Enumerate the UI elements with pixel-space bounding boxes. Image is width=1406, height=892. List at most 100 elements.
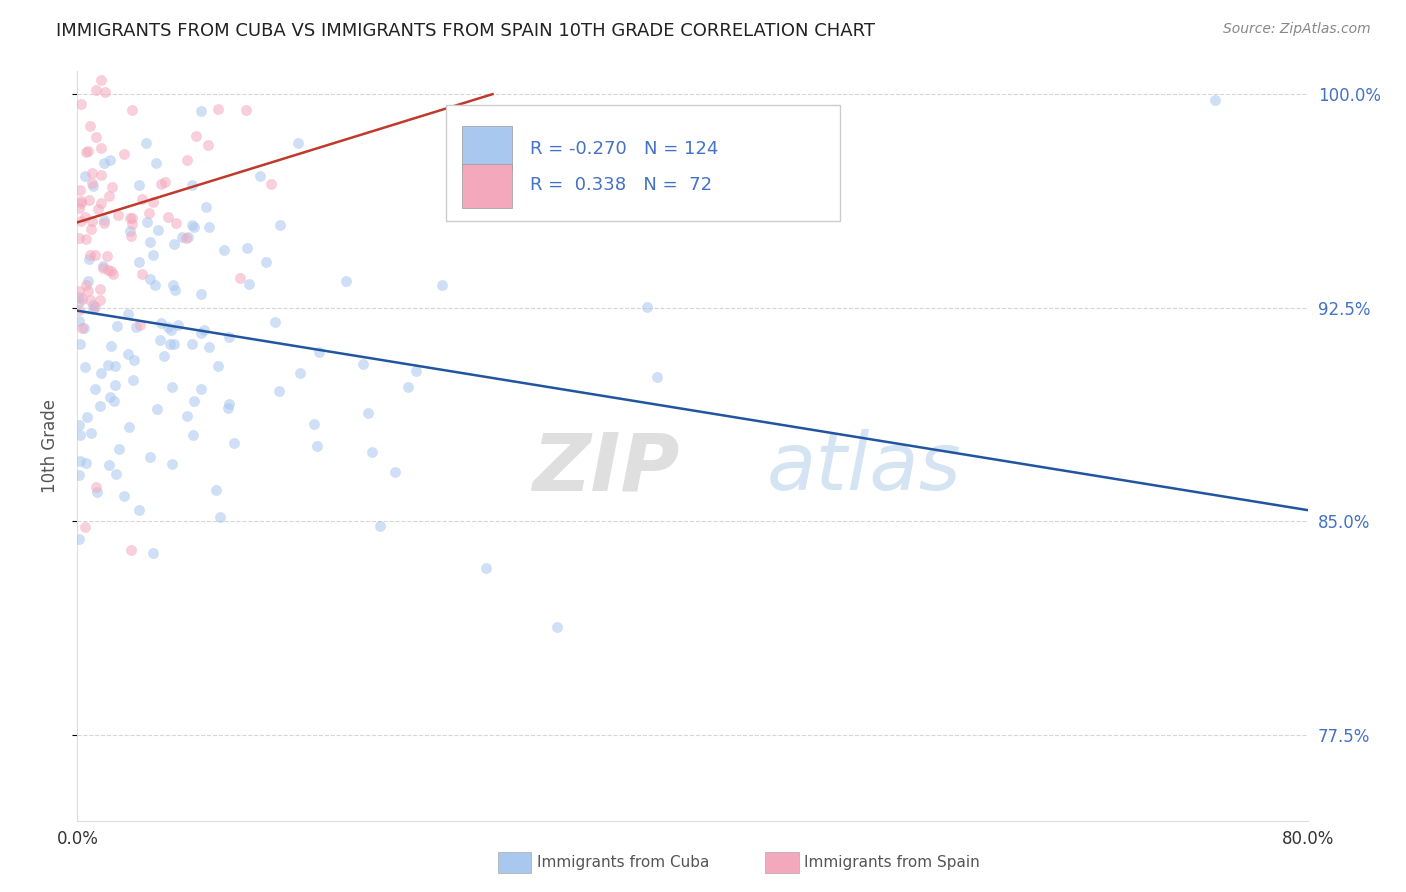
Point	[93, 85, 115, 99]
Point	[176, 230, 198, 244]
Point	[84, 480, 107, 494]
Point	[356, 406, 378, 420]
Point	[207, 102, 229, 116]
Point	[267, 384, 290, 398]
Point	[235, 241, 257, 255]
Point	[153, 349, 176, 363]
Point	[308, 345, 330, 359]
Point	[141, 194, 163, 209]
Point	[84, 382, 107, 396]
Point	[163, 283, 186, 297]
Point	[75, 278, 97, 293]
Point	[180, 218, 202, 232]
Point	[636, 300, 658, 314]
Point	[121, 103, 143, 117]
Point	[100, 264, 122, 278]
Text: Immigrants from Cuba: Immigrants from Cuba	[537, 855, 710, 870]
Point	[67, 313, 90, 327]
Point	[80, 222, 103, 236]
Point	[122, 373, 145, 387]
Point	[84, 129, 107, 144]
Point	[238, 277, 260, 291]
Point	[218, 396, 240, 410]
Point	[69, 336, 91, 351]
FancyBboxPatch shape	[463, 163, 512, 208]
Point	[80, 176, 103, 190]
Point	[90, 141, 112, 155]
Point	[117, 307, 139, 321]
Point	[73, 359, 96, 374]
Point	[69, 454, 91, 468]
Point	[190, 326, 212, 340]
Text: IMMIGRANTS FROM CUBA VS IMMIGRANTS FROM SPAIN 10TH GRADE CORRELATION CHART: IMMIGRANTS FROM CUBA VS IMMIGRANTS FROM …	[56, 22, 876, 40]
Point	[73, 321, 96, 335]
Point	[72, 292, 94, 306]
Point	[260, 177, 283, 191]
Point	[67, 533, 90, 547]
Point	[107, 319, 129, 334]
Point	[190, 382, 212, 396]
Point	[124, 320, 146, 334]
Point	[97, 189, 120, 203]
Point	[83, 301, 105, 315]
Point	[254, 254, 277, 268]
Point	[77, 145, 100, 159]
Point	[120, 543, 142, 558]
Point	[264, 315, 287, 329]
Text: atlas: atlas	[766, 429, 962, 508]
Point	[75, 169, 97, 183]
Point	[70, 214, 93, 228]
Point	[475, 560, 498, 574]
Point	[70, 195, 93, 210]
Point	[90, 367, 112, 381]
Point	[229, 270, 252, 285]
Point	[361, 444, 384, 458]
Point	[70, 96, 93, 111]
Point	[69, 183, 91, 197]
Point	[1204, 93, 1226, 107]
Point	[69, 194, 91, 209]
Point	[104, 359, 127, 373]
Point	[118, 420, 141, 434]
Point	[79, 293, 101, 307]
Point	[287, 136, 309, 150]
Point	[67, 290, 90, 304]
Point	[120, 224, 142, 238]
Point	[430, 278, 453, 293]
Point	[67, 295, 90, 310]
Point	[153, 175, 176, 189]
Point	[122, 353, 145, 368]
Point	[222, 436, 245, 450]
Point	[149, 316, 172, 330]
Point	[80, 425, 103, 440]
Text: Source: ZipAtlas.com: Source: ZipAtlas.com	[1223, 22, 1371, 37]
Point	[128, 178, 150, 193]
Point	[176, 409, 198, 423]
Point	[73, 520, 96, 534]
Point	[75, 145, 97, 159]
FancyBboxPatch shape	[447, 105, 841, 221]
Point	[197, 137, 219, 152]
Point	[146, 223, 169, 237]
Point	[97, 359, 120, 373]
Point	[104, 467, 127, 482]
Point	[193, 323, 215, 337]
Point	[86, 484, 108, 499]
Point	[101, 267, 124, 281]
Point	[129, 318, 152, 332]
Point	[148, 334, 170, 348]
Point	[181, 428, 204, 442]
Point	[90, 196, 112, 211]
Text: ZIP: ZIP	[533, 429, 681, 508]
Point	[218, 329, 240, 343]
Point	[288, 367, 311, 381]
Point	[93, 155, 115, 169]
Point	[98, 153, 121, 167]
Text: R =  0.338   N =  72: R = 0.338 N = 72	[530, 177, 713, 194]
Point	[107, 442, 129, 456]
Point	[135, 136, 157, 150]
Point	[84, 83, 107, 97]
Point	[82, 166, 104, 180]
Point	[93, 217, 115, 231]
Point	[89, 282, 111, 296]
